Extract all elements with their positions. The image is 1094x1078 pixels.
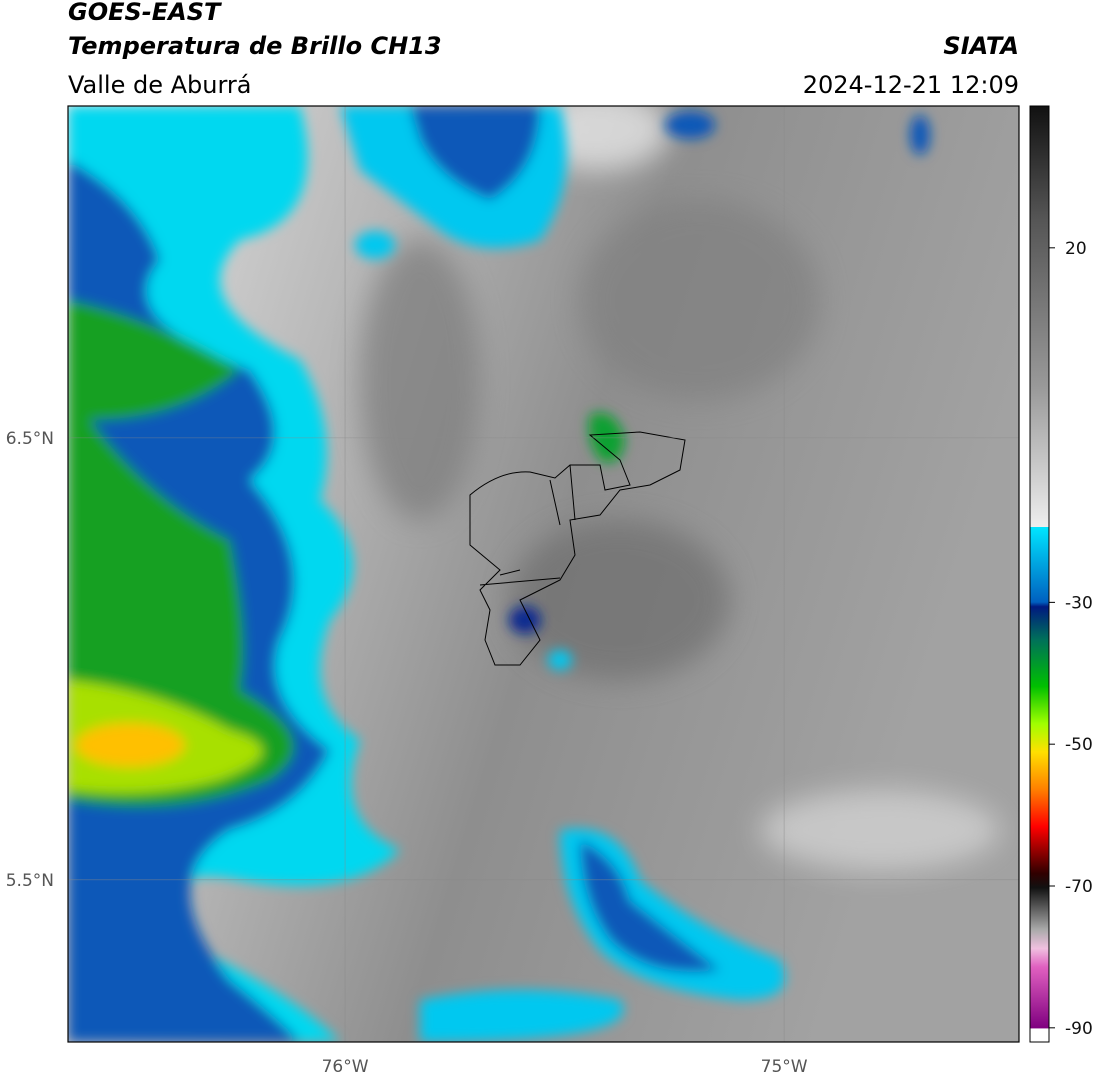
colorbar-tick-label: -70 [1065, 877, 1093, 897]
map-frame [67, 105, 1020, 1043]
imagery [68, 106, 1019, 1042]
x-tick-label: 76°W [322, 1057, 369, 1077]
x-tick-label: 75°W [761, 1057, 808, 1077]
texture [360, 106, 1000, 870]
colorbar-tick-label: -90 [1065, 1019, 1093, 1039]
municipal-boundaries [469, 431, 686, 666]
colorbar-tick-label: 20 [1065, 239, 1087, 259]
subtitle: Temperatura de Brillo CH13 [68, 32, 442, 60]
y-tick-label: 6.5°N [6, 429, 54, 449]
title: GOES-EAST [68, 0, 222, 26]
cloud-cold [68, 106, 930, 1042]
graticule [68, 106, 1019, 1042]
source: SIATA [943, 32, 1019, 60]
y-tick-label: 5.5°N [6, 871, 54, 891]
timestamp: 2024-12-21 12:09 [803, 71, 1019, 99]
colorbar-tick-label: -50 [1065, 735, 1093, 755]
colorbar [1029, 105, 1050, 1043]
region: Valle de Aburrá [68, 71, 252, 99]
colorbar-tick-label: -30 [1065, 593, 1093, 613]
